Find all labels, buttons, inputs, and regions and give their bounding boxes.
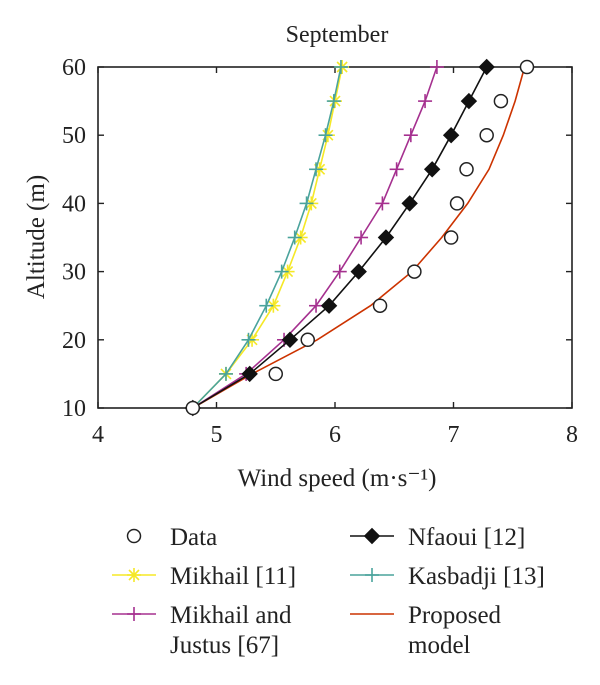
legend-entry-mikhail-11-marker bbox=[127, 568, 141, 582]
series-kasbadji-13-point bbox=[218, 366, 233, 381]
legend-entry-mikhail-and-justus-67: Mikhail and Justus [67] bbox=[112, 602, 292, 659]
series-data bbox=[185, 59, 535, 416]
series-kasbadji-13-point bbox=[241, 332, 256, 347]
series-kasbadji-13-point bbox=[287, 230, 302, 245]
y-tick-label: 40 bbox=[62, 191, 86, 217]
legend-entry-nfaoui-12-marker bbox=[363, 527, 381, 545]
series-nfaoui-12-point bbox=[442, 126, 460, 144]
series-kasbadji-13-point bbox=[309, 162, 324, 177]
series-mikhail-and-justus-67-point bbox=[354, 230, 369, 245]
series-mikhail-and-justus-67-point bbox=[375, 196, 390, 211]
series-data-point bbox=[449, 196, 465, 211]
series-data-point bbox=[443, 230, 459, 245]
y-tick-label: 20 bbox=[62, 328, 86, 354]
x-tick-label: 4 bbox=[92, 422, 104, 448]
series-data-point bbox=[493, 93, 509, 109]
series-mikhail-and-justus-67-point bbox=[418, 94, 433, 109]
legend-entry-data-label: Data bbox=[170, 524, 217, 551]
series-mikhail-and-justus-67-point bbox=[429, 60, 444, 74]
legend-entry-mikhail-and-justus-67-marker bbox=[127, 607, 141, 621]
x-tick-label: 7 bbox=[448, 422, 460, 448]
legend-entry-kasbadji-13-marker bbox=[365, 568, 379, 582]
x-axis-ticks: 4 5 6 7 8 bbox=[92, 67, 578, 448]
series-proposed-model bbox=[192, 66, 526, 409]
series-mikhail-and-justus-67-point bbox=[389, 162, 404, 177]
legend-entry-proposed-model: Proposed model bbox=[350, 602, 502, 659]
series-data-point bbox=[268, 366, 283, 382]
y-axis-ticks: 10 20 30 40 50 60 bbox=[62, 55, 572, 422]
series-kasbadji-13 bbox=[185, 60, 348, 415]
x-tick-label: 8 bbox=[566, 422, 578, 448]
series-kasbadji-13-point bbox=[274, 264, 289, 279]
x-tick-label: 6 bbox=[329, 422, 341, 448]
y-tick-label: 30 bbox=[62, 260, 86, 286]
series-kasbadji-13-point bbox=[318, 128, 333, 143]
y-tick-label: 10 bbox=[62, 396, 86, 422]
series-nfaoui-12-point bbox=[478, 58, 495, 76]
plot-frame bbox=[97, 66, 573, 409]
legend-entry-data-marker bbox=[126, 528, 142, 544]
series-nfaoui-12-point bbox=[350, 263, 367, 280]
series-kasbadji-13-point bbox=[333, 60, 348, 74]
series-nfaoui-12-point bbox=[401, 195, 418, 212]
x-axis-label: Wind speed (m·s⁻¹) bbox=[238, 465, 437, 492]
series-nfaoui-12-point bbox=[241, 365, 258, 383]
legend: Data Nfaoui [12] Mikhail [11] Kasbadji [13]… bbox=[112, 524, 545, 659]
chart-title: September bbox=[286, 22, 389, 48]
series-nfaoui-12-point bbox=[377, 229, 395, 246]
series-nfaoui-12-point bbox=[320, 297, 338, 314]
series-data-point bbox=[459, 162, 474, 177]
series-mikhail-and-justus-67-point bbox=[309, 298, 324, 313]
series-mikhail-11-line bbox=[192, 66, 343, 409]
legend-entry-kasbadji-13-label: Kasbadji [13] bbox=[408, 563, 545, 590]
series-nfaoui-12-point bbox=[460, 92, 478, 110]
legend-entry-mikhail-and-justus-67-label: Mikhail and Justus [67] bbox=[170, 602, 292, 659]
legend-entry-proposed-model-label: Proposed model bbox=[408, 602, 502, 659]
series-layer bbox=[184, 58, 535, 417]
series-data-point bbox=[519, 59, 535, 75]
series-data-point bbox=[372, 298, 388, 313]
series-kasbadji-13-point bbox=[326, 94, 341, 109]
series-kasbadji-13-point bbox=[259, 298, 274, 313]
series-kasbadji-13-line bbox=[192, 66, 342, 409]
legend-entry-nfaoui-12-label: Nfaoui [12] bbox=[408, 524, 525, 551]
legend-entry-mikhail-11: Mikhail [11] bbox=[112, 563, 296, 590]
plot-area bbox=[97, 66, 573, 409]
series-mikhail-11 bbox=[185, 60, 350, 415]
y-tick-label: 50 bbox=[62, 123, 86, 149]
series-mikhail-and-justus-67-line bbox=[192, 66, 438, 409]
series-data-point bbox=[479, 127, 494, 143]
series-data-point bbox=[407, 264, 422, 279]
series-proposed-model-line bbox=[192, 66, 526, 409]
series-kasbadji-13-point bbox=[299, 196, 314, 211]
series-data-point bbox=[185, 400, 201, 416]
y-axis-label: Altitude (m) bbox=[23, 175, 50, 299]
series-mikhail-and-justus-67-point bbox=[403, 128, 418, 143]
series-mikhail-and-justus-67-point bbox=[332, 264, 347, 279]
legend-entry-nfaoui-12: Nfaoui [12] bbox=[350, 524, 525, 551]
series-nfaoui-12-point bbox=[423, 161, 441, 178]
legend-entry-kasbadji-13: Kasbadji [13] bbox=[350, 563, 545, 590]
series-nfaoui-12 bbox=[184, 58, 495, 417]
series-nfaoui-12-point bbox=[281, 331, 299, 349]
legend-entry-mikhail-11-label: Mikhail [11] bbox=[170, 563, 296, 590]
series-data-point bbox=[300, 332, 315, 348]
legend-entry-data: Data bbox=[126, 524, 217, 551]
series-mikhail-and-justus-67 bbox=[185, 60, 444, 415]
x-tick-label: 5 bbox=[211, 422, 223, 448]
y-tick-label: 60 bbox=[62, 55, 86, 81]
